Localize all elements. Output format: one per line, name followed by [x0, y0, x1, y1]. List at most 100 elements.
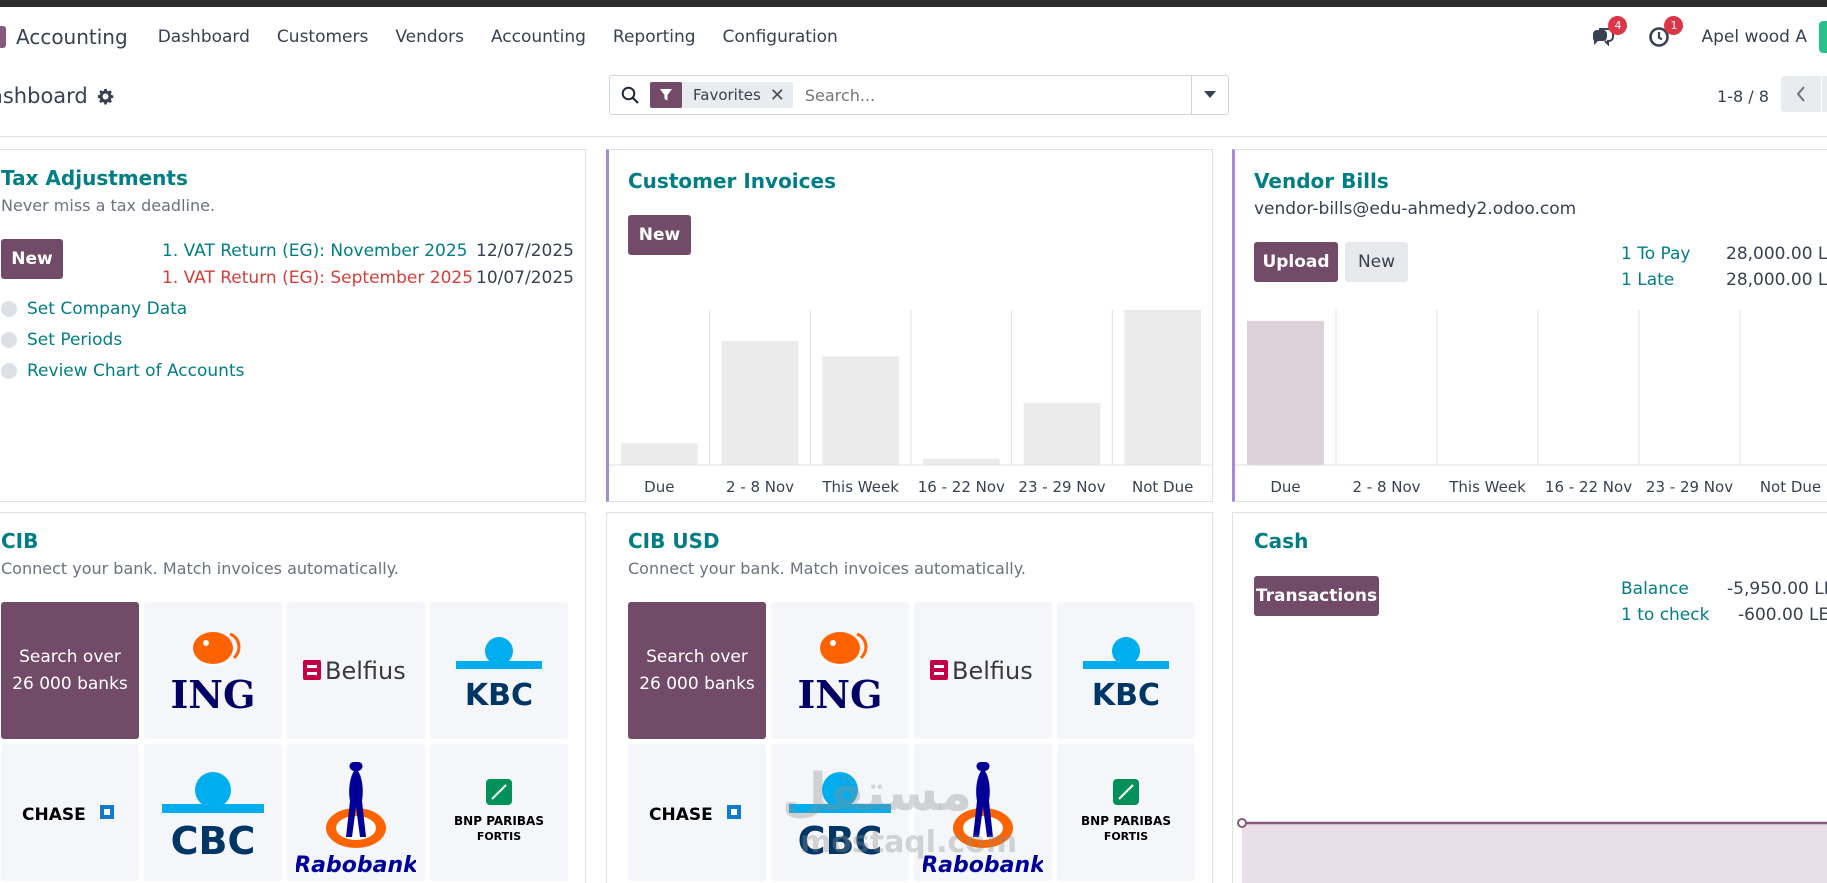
svg-text:Belfius: Belfius	[325, 657, 406, 685]
card-title[interactable]: CIB USD	[628, 529, 720, 553]
new-bill-button[interactable]: New	[1345, 242, 1408, 282]
tax-return-date: 12/07/2025	[476, 241, 574, 261]
to-check-link[interactable]: 1 to check	[1621, 605, 1710, 625]
menu-vendors[interactable]: Vendors	[395, 27, 464, 47]
bank-cbc[interactable]: CBC	[771, 744, 909, 881]
bank-bnp-paribas-fortis[interactable]: BNP PARIBAS FORTIS	[430, 744, 568, 881]
bnp-logo-icon: BNP PARIBAS FORTIS	[454, 778, 544, 843]
bnp-logo-icon: BNP PARIBAS FORTIS	[1081, 778, 1171, 843]
chart-tick-label: 16 - 22 Nov	[1545, 478, 1632, 496]
upload-button[interactable]: Upload	[1254, 242, 1338, 282]
bank-chase[interactable]: CHASE	[1, 744, 139, 881]
chart-bar	[1023, 403, 1101, 465]
task-review-chart-of-accounts[interactable]: Review Chart of Accounts	[1, 361, 244, 381]
card-subtitle: Never miss a tax deadline.	[1, 196, 216, 215]
pager-next-button[interactable]	[1822, 76, 1827, 112]
pager-value[interactable]: 1-8 / 8	[1717, 87, 1769, 106]
new-tax-button[interactable]: New	[1, 239, 63, 279]
bank-rabobank[interactable]: Rabobank	[287, 744, 425, 881]
bank-belfius[interactable]: Belfius	[914, 602, 1052, 739]
avatar[interactable]	[1819, 21, 1827, 53]
search-banks-button[interactable]: Search over 26 000 banks	[1, 602, 139, 739]
bank-bnp-paribas-fortis[interactable]: BNP PARIBAS FORTIS	[1057, 744, 1195, 881]
menu-customers[interactable]: Customers	[276, 27, 369, 47]
cib-bank-card: CIB Connect your bank. Match invoices au…	[0, 512, 586, 883]
svg-text:CBC: CBC	[171, 819, 256, 858]
search-banks-button[interactable]: Search over 26 000 banks	[628, 602, 766, 739]
transactions-label: Transactions	[1255, 586, 1378, 606]
chase-logo-icon: CHASE	[649, 804, 741, 825]
chart-tick-label: 16 - 22 Nov	[918, 478, 1005, 496]
pager-previous-button[interactable]	[1781, 76, 1821, 112]
task-status-icon	[1, 301, 17, 317]
bank-rabobank[interactable]: Rabobank	[914, 744, 1052, 881]
app-brand[interactable]: Accounting	[0, 25, 128, 49]
messages-badge: 4	[1608, 16, 1628, 35]
cbc-logo-icon: CBC	[789, 771, 891, 858]
search-input[interactable]	[804, 85, 1191, 105]
cash-journal-card: Cash Transactions Balance -5,950.00 LE 1…	[1232, 512, 1827, 883]
customer-invoices-chart[interactable]: Due 2 - 8 Nov This Week 16 - 22 Nov 23 - 29 …	[609, 310, 1213, 500]
card-title[interactable]: Vendor Bills	[1254, 169, 1389, 193]
card-title[interactable]: Cash	[1254, 529, 1309, 553]
menu-configuration[interactable]: Configuration	[722, 27, 838, 47]
search-facet-favorites: Favorites ✕	[650, 82, 793, 108]
bank-kbc[interactable]: KBC	[430, 602, 568, 739]
card-title[interactable]: Tax Adjustments	[1, 166, 188, 190]
chart-bar	[621, 443, 698, 465]
cib-usd-bank-card: CIB USD Connect your bank. Match invoice…	[606, 512, 1213, 883]
balance-label[interactable]: Balance	[1621, 579, 1689, 599]
messages-button[interactable]: 4	[1589, 16, 1628, 51]
menu-dashboard[interactable]: Dashboard	[157, 27, 250, 47]
tax-return-link[interactable]: 1. VAT Return (EG): September 2025	[162, 268, 474, 288]
tax-return-date: 10/07/2025	[476, 268, 574, 288]
card-subtitle: Connect your bank. Match invoices automa…	[628, 559, 1026, 578]
app-name: Accounting	[16, 25, 128, 49]
chart-tick-label: This Week	[821, 478, 899, 496]
rabobank-logo-icon: Rabobank	[296, 761, 416, 878]
gear-icon[interactable]	[97, 88, 114, 105]
late-link[interactable]: 1 Late	[1621, 270, 1675, 290]
menu-accounting[interactable]: Accounting	[490, 27, 586, 47]
control-panel: ashboard Favorites ✕ 1-8 / 8	[0, 67, 1827, 137]
tax-return-link[interactable]: 1. VAT Return (EG): November 2025	[162, 241, 468, 261]
search-icon[interactable]	[610, 86, 650, 104]
to-check-value: -600.00 LE	[1738, 605, 1827, 625]
chevron-left-icon	[1796, 86, 1805, 102]
new-invoice-button[interactable]: New	[628, 215, 691, 255]
bank-kbc[interactable]: KBC	[1057, 602, 1195, 739]
svg-text:BNP PARIBAS: BNP PARIBAS	[1081, 814, 1171, 828]
menu-reporting[interactable]: Reporting	[612, 27, 696, 47]
chart-bar	[721, 341, 799, 465]
kbc-logo-icon: KBC	[456, 636, 542, 711]
card-title[interactable]: Customer Invoices	[628, 169, 836, 193]
chart-bar	[923, 458, 1000, 465]
cash-balance-chart[interactable]	[1233, 798, 1827, 883]
breadcrumb: ashboard	[0, 84, 88, 108]
user-menu[interactable]: Apel wood A	[1701, 27, 1807, 47]
facet-remove-icon[interactable]: ✕	[769, 84, 785, 106]
new-label: New	[638, 225, 681, 245]
task-set-periods[interactable]: Set Periods	[1, 330, 122, 350]
svg-text:ING: ING	[171, 672, 256, 716]
bank-ing[interactable]: ING	[144, 602, 282, 739]
activities-button[interactable]: 1	[1645, 16, 1684, 51]
facet-label: Favorites	[693, 86, 761, 104]
card-title[interactable]: CIB	[1, 529, 39, 553]
search-options-toggle[interactable]	[1191, 76, 1228, 114]
chart-bar	[822, 356, 899, 465]
top-strip	[0, 0, 1827, 7]
new-label: New	[1357, 252, 1396, 272]
bank-belfius[interactable]: Belfius	[287, 602, 425, 739]
task-set-company-data[interactable]: Set Company Data	[1, 299, 187, 319]
bank-chase[interactable]: CHASE	[628, 744, 766, 881]
task-label: Review Chart of Accounts	[27, 361, 245, 381]
vendor-bills-chart[interactable]: Due 2 - 8 Nov This Week 16 - 22 Nov 23 - 29 …	[1235, 310, 1827, 500]
to-pay-link[interactable]: 1 To Pay	[1621, 244, 1691, 264]
chart-tick-label: Not Due	[1132, 478, 1193, 496]
bank-cbc[interactable]: CBC	[144, 744, 282, 881]
vendor-bills-email: vendor-bills@edu-ahmedy2.odoo.com	[1254, 199, 1577, 219]
bank-ing[interactable]: ING	[771, 602, 909, 739]
clock-icon	[1649, 27, 1670, 47]
transactions-button[interactable]: Transactions	[1254, 576, 1379, 616]
